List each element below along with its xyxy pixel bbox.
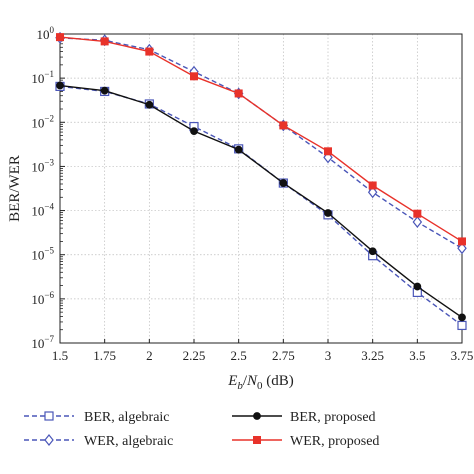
x-axis-label: Eb/N0 (dB)	[227, 373, 294, 392]
x-tick-label: 2.5	[231, 348, 247, 363]
y-tick-label: 10−4	[31, 202, 54, 219]
legend-marker	[253, 412, 261, 420]
data-point	[412, 216, 423, 228]
legend-marker	[44, 411, 54, 421]
series	[55, 31, 467, 331]
y-tick-label: 10−5	[31, 246, 54, 263]
y-tick-label: 10−7	[31, 334, 54, 351]
legend-marker	[253, 436, 261, 444]
x-axis-label-unit: (dB)	[263, 373, 294, 389]
data-point	[368, 181, 377, 190]
legend-label: BER, algebraic	[84, 410, 170, 425]
data-point	[324, 209, 332, 217]
legend-marker	[44, 434, 54, 446]
data-point	[100, 37, 109, 46]
series-1	[55, 31, 467, 255]
x-tick-label: 3	[325, 348, 332, 363]
data-point	[234, 145, 243, 154]
data-point	[457, 242, 467, 255]
data-point	[234, 89, 243, 98]
y-tick-label: 10−6	[31, 290, 54, 307]
legend: BER, algebraic WER, algebraic BER, propose…	[24, 410, 379, 449]
data-point	[458, 237, 466, 246]
legend-item: WER, algebraic	[24, 434, 173, 449]
y-tick-label: 10−2	[31, 113, 54, 130]
x-axis-label-slash: /	[243, 373, 248, 389]
x-tick-label: 1.5	[52, 348, 68, 363]
data-point	[190, 72, 198, 81]
series-line	[59, 84, 463, 318]
data-point	[368, 247, 377, 256]
x-axis-label-n-sub: 0	[257, 380, 263, 392]
x-axis-label-e: E	[227, 373, 237, 389]
grid	[59, 33, 463, 344]
data-point	[458, 313, 466, 322]
data-point	[279, 121, 288, 130]
x-tick-label: 2	[146, 348, 153, 363]
data-point	[324, 147, 332, 156]
y-tick-label: 10−1	[31, 69, 54, 86]
legend-label: WER, proposed	[290, 434, 379, 449]
x-axis-label-e-sub: b	[237, 380, 243, 392]
x-tick-label: 3.25	[361, 348, 384, 363]
legend-item: BER, algebraic	[24, 410, 170, 425]
data-point	[279, 179, 288, 187]
data-point	[56, 33, 64, 42]
data-point	[413, 209, 422, 218]
ticks: 1.5 1.75 2 2.25 2.5 2.75 3 3.25 3.5 3.75 100 10−1 10…	[31, 25, 473, 363]
series-2	[56, 81, 466, 322]
x-tick-label: 2.25	[183, 348, 206, 363]
legend-label: WER, algebraic	[84, 434, 173, 449]
legend-item: BER, proposed	[232, 410, 376, 425]
data-point	[145, 47, 154, 56]
x-axis-label-n: N	[246, 373, 258, 389]
series-line	[59, 37, 463, 249]
data-point	[457, 320, 467, 331]
x-tick-label: 1.75	[93, 348, 116, 363]
x-tick-label: 2.75	[272, 348, 295, 363]
series-3	[56, 33, 466, 246]
legend-item: WER, proposed	[232, 434, 379, 449]
data-point	[413, 282, 422, 291]
series-line	[59, 36, 463, 243]
data-point	[190, 127, 198, 136]
y-axis-label: BER/WER	[7, 155, 23, 222]
plot-frame	[59, 33, 463, 344]
data-point	[100, 86, 109, 95]
legend-label: BER, proposed	[290, 410, 376, 425]
data-point	[367, 186, 378, 199]
data-point	[56, 81, 64, 90]
x-tick-label: 3.75	[451, 348, 474, 363]
x-tick-label: 3.5	[409, 348, 425, 363]
y-tick-label: 10−3	[31, 157, 54, 174]
y-tick-label: 100	[37, 25, 55, 42]
data-point	[145, 100, 154, 109]
